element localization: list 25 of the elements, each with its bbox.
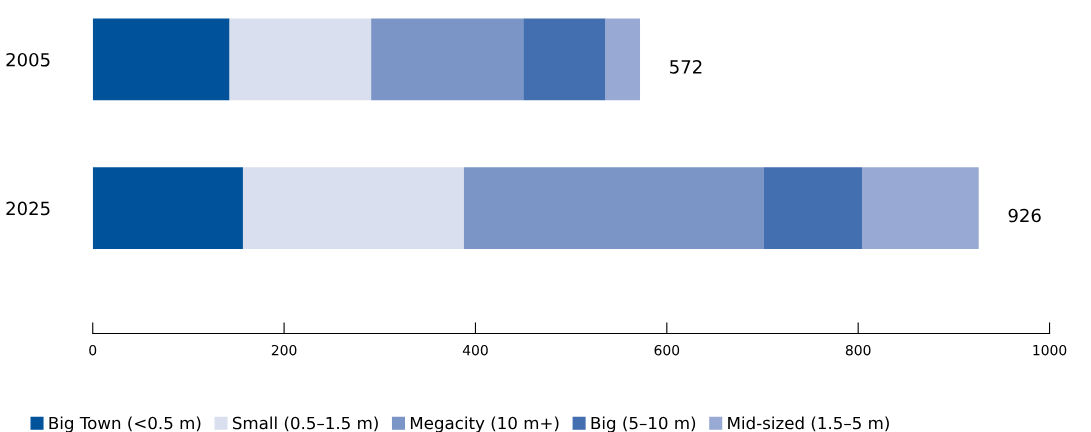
bar xyxy=(229,18,372,101)
bar xyxy=(92,167,243,250)
x-tick-label: 1000 xyxy=(1033,344,1067,356)
bar xyxy=(605,18,641,101)
x-tick-label: 400 xyxy=(462,344,488,356)
bar xyxy=(463,167,764,250)
legend-label: Big (5–10 m) xyxy=(591,416,696,432)
legend-label: Big Town (<0.5 m) xyxy=(49,416,201,432)
x-tick-label: 600 xyxy=(654,344,680,356)
x-tick-label: 0 xyxy=(89,344,97,356)
legend-label: Mid-sized (1.5–5 m) xyxy=(728,416,889,432)
bar xyxy=(862,167,979,250)
legend-label: Small (0.5–1.5 m) xyxy=(232,416,378,432)
y-tick-label: 2025 xyxy=(6,201,50,216)
bar xyxy=(523,18,606,101)
bar xyxy=(242,167,464,250)
x-tick-label: 800 xyxy=(845,344,871,356)
y-tick-label: 2005 xyxy=(6,52,50,67)
bar xyxy=(92,18,230,101)
total-label: 572 xyxy=(670,59,702,74)
bar xyxy=(371,18,524,101)
bar xyxy=(763,167,863,250)
x-tick-label: 200 xyxy=(271,344,297,356)
legend-label: Megacity (10 m+) xyxy=(410,416,559,432)
total-label: 926 xyxy=(1008,208,1041,223)
